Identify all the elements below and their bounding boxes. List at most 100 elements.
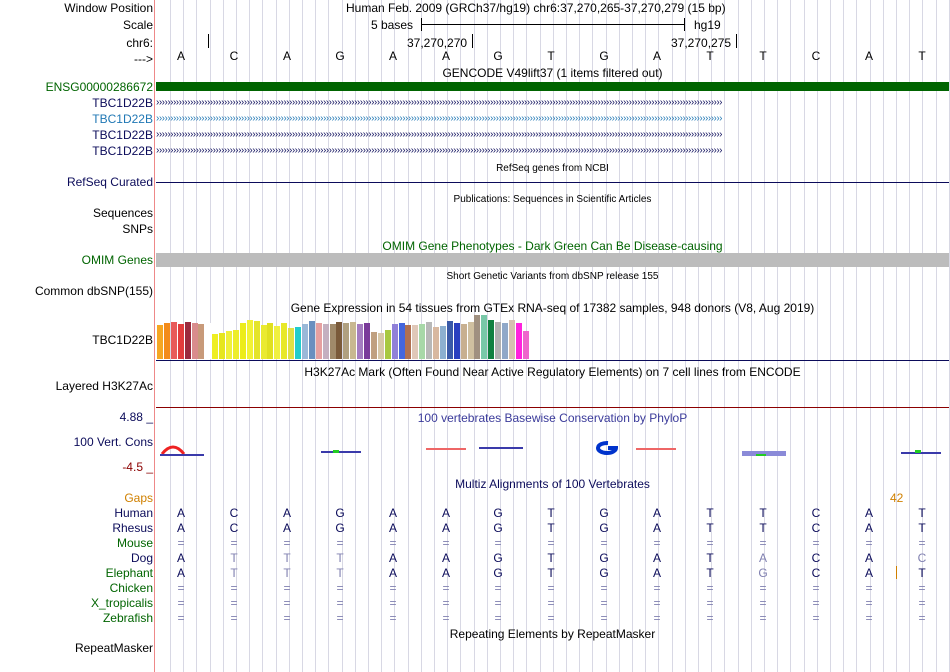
gtex-tissue-bar[interactable]	[261, 325, 267, 359]
gtex-tissue-bar[interactable]	[495, 322, 501, 359]
gtex-tissue-bar[interactable]	[488, 320, 494, 359]
gtex-tissue-bar[interactable]	[447, 321, 453, 359]
species-label[interactable]: Dog	[130, 551, 153, 565]
gtex-tissue-bar[interactable]	[219, 333, 225, 359]
gencode-gene-label[interactable]: ENSG00000286672	[45, 80, 153, 94]
gtex-tissue-bar[interactable]	[185, 322, 191, 359]
gtex-tissue-bar[interactable]	[254, 321, 260, 359]
gtex-tissue-bar[interactable]	[419, 324, 425, 359]
gtex-tissue-bar[interactable]	[295, 327, 301, 359]
gtex-tissue-bar[interactable]	[240, 323, 246, 359]
reference-base: T	[547, 49, 555, 63]
species-label[interactable]: Human	[114, 506, 153, 520]
gtex-tissue-bar[interactable]	[205, 323, 211, 359]
gtex-tissue-bar[interactable]	[323, 324, 329, 359]
gtex-tissue-bar[interactable]	[309, 321, 315, 359]
aligned-base: =	[759, 611, 767, 625]
gtex-tissue-bar[interactable]	[357, 324, 363, 359]
aligned-base: A	[282, 521, 291, 535]
transcript-track-3[interactable]: ››››››››››››››››››››››››››››››››››››››››…	[156, 129, 723, 140]
gtex-tissue-bar[interactable]	[523, 331, 529, 359]
refseq-label[interactable]: RefSeq Curated	[66, 175, 153, 189]
conservation-logo[interactable]	[156, 434, 949, 460]
gtex-tissue-bar[interactable]	[364, 323, 370, 359]
gtex-tissue-bar[interactable]	[233, 330, 239, 359]
gtex-tissue-bar[interactable]	[392, 324, 398, 359]
gtex-tissue-bar[interactable]	[385, 330, 391, 359]
gtex-tissue-bar[interactable]	[198, 324, 204, 359]
species-label[interactable]: Rhesus	[112, 521, 153, 535]
gtex-tissue-bar[interactable]	[371, 332, 377, 359]
gtex-tissue-bar[interactable]	[461, 324, 467, 359]
grid-line	[540, 0, 541, 672]
aligned-base: T	[547, 506, 555, 520]
aligned-base: =	[918, 581, 926, 595]
gtex-tissue-bar[interactable]	[516, 323, 522, 359]
snps-label[interactable]: SNPs	[122, 222, 153, 236]
gtex-tissue-bar[interactable]	[302, 324, 308, 359]
gtex-tissue-bar[interactable]	[267, 323, 273, 359]
chrom-label: chr6:	[126, 36, 153, 50]
scale-label: Scale	[122, 18, 153, 32]
transcript-track-1[interactable]: ››››››››››››››››››››››››››››››››››››››››…	[156, 97, 723, 108]
gtex-tissue-bar[interactable]	[316, 323, 322, 359]
species-label[interactable]: Zebrafish	[102, 611, 153, 625]
aligned-base: G	[599, 506, 609, 520]
h3k27ac-signal-line[interactable]	[156, 407, 949, 408]
aligned-base: T	[230, 551, 238, 565]
sequences-label[interactable]: Sequences	[92, 206, 153, 220]
species-label[interactable]: Mouse	[116, 536, 153, 550]
scale-text: 5 bases	[371, 18, 414, 32]
gtex-tissue-bar[interactable]	[502, 323, 508, 359]
grid-line	[685, 0, 686, 672]
transcript-track-4[interactable]: ››››››››››››››››››››››››››››››››››››››››…	[156, 145, 723, 156]
gtex-tissue-bar[interactable]	[350, 322, 356, 359]
gtex-tissue-bar[interactable]	[378, 333, 384, 359]
gtex-tissue-bar[interactable]	[405, 325, 411, 359]
gtex-tissue-bar[interactable]	[440, 326, 446, 359]
gtex-tissue-bar[interactable]	[399, 323, 405, 359]
gtex-tissue-bar[interactable]	[468, 322, 474, 359]
gtex-tissue-bar[interactable]	[281, 323, 287, 359]
transcript-label-4[interactable]: TBC1D22B	[92, 144, 153, 158]
gtex-tissue-bar[interactable]	[481, 315, 487, 359]
gtex-tissue-bar[interactable]	[212, 334, 218, 359]
refseq-gene-line[interactable]	[156, 182, 949, 183]
dbsnp-label[interactable]: Common dbSNP(155)	[34, 284, 153, 298]
transcript-label-2[interactable]: TBC1D22B	[92, 112, 153, 126]
gtex-tissue-bar[interactable]	[412, 325, 418, 359]
repeatmasker-label[interactable]: RepeatMasker	[74, 641, 153, 655]
gtex-tissue-bar[interactable]	[343, 323, 349, 359]
gtex-tissue-bar[interactable]	[336, 322, 342, 359]
cons-label[interactable]: 100 Vert. Cons	[73, 435, 153, 449]
gtex-tissue-bar[interactable]	[509, 320, 515, 359]
gtex-tissue-bar[interactable]	[226, 331, 232, 359]
omim-gene-bar[interactable]	[156, 253, 949, 267]
gtex-tissue-bar[interactable]	[247, 320, 253, 359]
gtex-tissue-bar[interactable]	[157, 325, 163, 359]
species-label[interactable]: X_tropicalis	[90, 596, 153, 610]
transcript-label-1[interactable]: TBC1D22B	[92, 96, 153, 110]
gtex-tissue-bar[interactable]	[288, 328, 294, 359]
gtex-tissue-bar[interactable]	[426, 322, 432, 359]
aligned-base: =	[389, 581, 397, 595]
omim-label[interactable]: OMIM Genes	[81, 253, 153, 267]
gencode-gene-bar[interactable]	[156, 82, 949, 91]
gtex-tissue-bar[interactable]	[274, 326, 280, 359]
transcript-label-3[interactable]: TBC1D22B	[92, 128, 153, 142]
gtex-label[interactable]: TBC1D22B	[92, 333, 153, 347]
aligned-base: T	[706, 566, 714, 580]
gtex-tissue-bar[interactable]	[178, 324, 184, 359]
species-label[interactable]: Elephant	[105, 566, 153, 580]
h3k27ac-label[interactable]: Layered H3K27Ac	[55, 379, 153, 393]
species-label[interactable]: Chicken	[109, 581, 153, 595]
transcript-track-2[interactable]: ››››››››››››››››››››››››››››››››››››››››…	[156, 113, 723, 124]
gtex-tissue-bar[interactable]	[454, 323, 460, 359]
gtex-tissue-bar[interactable]	[330, 324, 336, 359]
gtex-tissue-bar[interactable]	[171, 322, 177, 359]
gtex-tissue-bar[interactable]	[192, 323, 198, 359]
gtex-tissue-bar[interactable]	[433, 327, 439, 359]
gtex-tissue-bar[interactable]	[474, 315, 480, 359]
refseq-title: RefSeq genes from NCBI	[496, 163, 609, 174]
gtex-tissue-bar[interactable]	[164, 323, 170, 359]
